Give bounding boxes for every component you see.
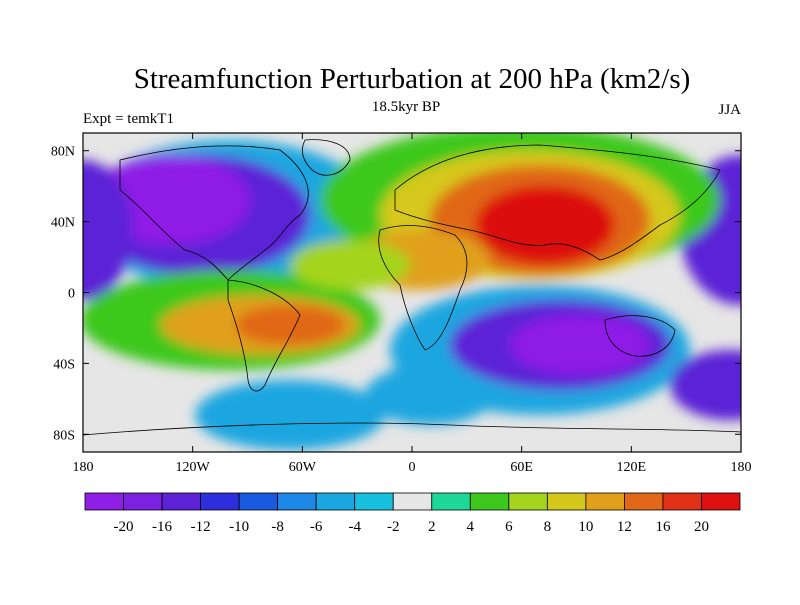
colorbar-swatch [546, 492, 587, 511]
colorbar-label: 12 [617, 519, 632, 535]
x-tick-label: 120W [176, 460, 211, 475]
coast-eurasia [394, 144, 721, 261]
low-south-atlantic [365, 365, 495, 425]
colorbar-label: -6 [310, 519, 323, 535]
y-tick-label: 40S [53, 357, 75, 372]
contour-field [83, 133, 741, 450]
colorbar-swatch [354, 492, 394, 511]
colorbar-label: -8 [271, 519, 284, 535]
x-tick-label: 180 [731, 460, 752, 475]
colorbar-label: -20 [114, 519, 134, 535]
coast-north-america [119, 145, 309, 281]
colorbar-swatch [123, 492, 163, 511]
colorbar: -20 -16 -12 -10 -8 -6 -4 -2 2 4 6 8 10 12 16 20 [84, 492, 741, 535]
colorbar-swatch [277, 492, 317, 511]
low-south-pacific [670, 350, 741, 420]
colorbar-swatch [392, 492, 433, 511]
coast-australia [604, 315, 676, 357]
x-tick-label: 120E [617, 460, 647, 475]
low-date-line [83, 160, 133, 300]
colorbar-label: 16 [655, 519, 671, 535]
coast-south-america [227, 279, 301, 392]
high-atlantic-ridge [290, 240, 410, 290]
colorbar-label: 8 [544, 519, 552, 535]
season-label: JJA [718, 102, 741, 118]
low-south-indian-inner [510, 315, 650, 375]
high-south-america-core [235, 305, 345, 345]
low-antarctic [195, 380, 385, 450]
colorbar-swatch [469, 492, 510, 511]
coast-greenland [301, 139, 351, 176]
colorbar-swatch [624, 492, 664, 511]
y-tick-label: 40N [51, 216, 75, 231]
colorbar-swatch [200, 492, 240, 511]
x-axis: 180 120W 60W 0 60E 120E 180 [73, 133, 752, 475]
colorbar-label: -10 [229, 519, 249, 535]
x-tick-label: 0 [409, 460, 416, 475]
high-eurasia-core [475, 185, 615, 265]
colorbar-label: 10 [578, 519, 593, 535]
colorbar-label: -2 [387, 519, 400, 535]
experiment-label: Expt = temkT1 [83, 111, 174, 127]
colorbar-label: 20 [694, 519, 709, 535]
chart-subtitle: 18.5kyr BP [372, 99, 440, 115]
colorbar-label: 4 [467, 519, 475, 535]
colorbar-swatch [585, 492, 625, 511]
y-axis: 80N 40N 0 40S 80S [51, 145, 741, 443]
colorbar-label: -12 [191, 519, 211, 535]
colorbar-swatch [431, 492, 471, 511]
colorbar-swatch [508, 492, 548, 511]
colorbar-swatch [238, 492, 279, 511]
chart-title: Streamfunction Perturbation at 200 hPa (… [134, 63, 691, 95]
x-tick-label: 60E [510, 460, 533, 475]
x-tick-label: 180 [73, 460, 94, 475]
colorbar-swatch [662, 492, 702, 511]
plot-area [83, 133, 741, 452]
coast-antarctica [83, 422, 741, 436]
colorbar-swatch [701, 492, 741, 511]
colorbar-swatch [315, 492, 356, 511]
y-tick-label: 80N [51, 145, 75, 160]
colorbar-swatch [84, 492, 124, 511]
y-tick-label: 0 [68, 287, 75, 302]
coastlines [83, 139, 741, 436]
colorbar-label: -4 [348, 519, 361, 535]
colorbar-label: 2 [428, 519, 436, 535]
colorbar-label: -16 [152, 519, 172, 535]
y-tick-label: 80S [53, 428, 75, 443]
colorbar-swatch [161, 492, 201, 511]
colorbar-label: 6 [505, 519, 513, 535]
x-tick-label: 60W [289, 460, 317, 475]
coast-africa [378, 225, 468, 351]
